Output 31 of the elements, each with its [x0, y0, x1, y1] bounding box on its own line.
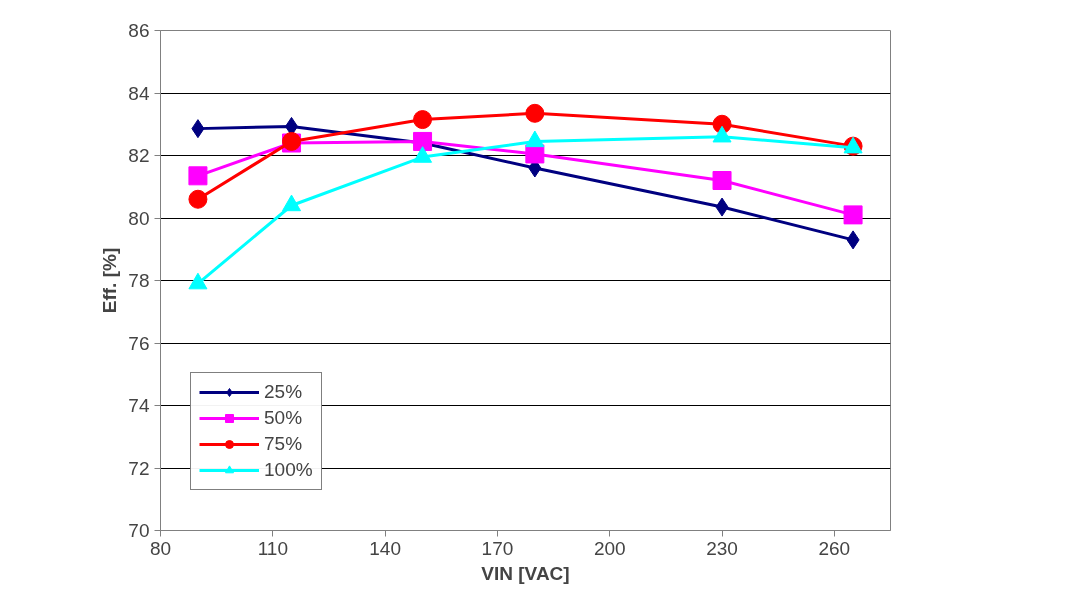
y-axis-title: Eff. [%] [99, 247, 121, 314]
point [188, 189, 208, 209]
y-tick-label: 76 [128, 332, 150, 354]
y-tick-label: 82 [128, 145, 150, 166]
x-tick-label: 110 [257, 537, 288, 559]
legend-label: 75% [264, 433, 303, 455]
point [846, 230, 860, 250]
y-tick-label: 78 [128, 270, 150, 291]
point [188, 166, 208, 186]
legend-label: 100% [264, 459, 313, 481]
legend-label: 50% [264, 407, 303, 429]
x-tick-label: 260 [818, 537, 851, 559]
point [413, 110, 433, 130]
x-tick-label: 230 [706, 537, 738, 559]
y-tick-label: 86 [128, 20, 150, 41]
legend-label: 25% [264, 381, 303, 403]
point [525, 103, 545, 123]
point [191, 119, 205, 139]
point [715, 197, 729, 217]
y-tick-label: 74 [128, 395, 150, 416]
y-tick-label: 70 [128, 520, 150, 541]
x-axis-title: VIN [VAC] [481, 562, 570, 584]
point [712, 171, 732, 190]
x-tick-label: 140 [369, 537, 401, 559]
point [843, 205, 863, 225]
y-tick-label: 72 [128, 457, 150, 479]
x-tick-label: 170 [481, 537, 514, 559]
x-tick-label: 80 [149, 537, 172, 559]
y-tick-label: 80 [128, 207, 150, 229]
x-tick-label: 200 [593, 537, 626, 559]
y-tick-label: 84 [128, 82, 150, 104]
